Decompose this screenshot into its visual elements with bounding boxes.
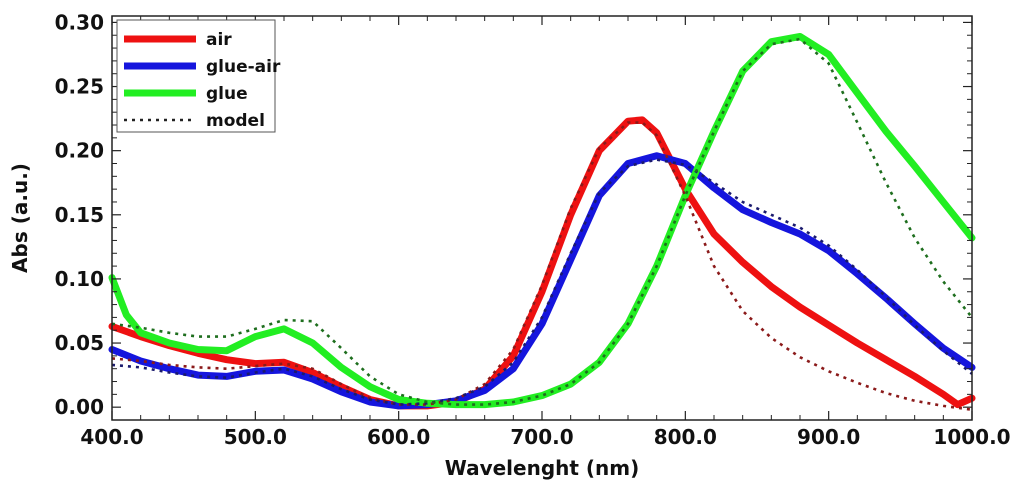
plot-lines [108, 33, 976, 411]
y-axis-ticks: 0.00 0.05 0.10 0.15 0.20 0.25 0.30 [55, 10, 972, 419]
series-line-air [108, 116, 976, 410]
x-tick-label: 600.0 [367, 425, 430, 449]
legend-label-model: model [206, 111, 265, 131]
x-tick-label: 400.0 [80, 425, 143, 449]
x-tick-label: 700.0 [510, 425, 573, 449]
legend-label-air: air [206, 30, 232, 50]
y-tick-label: 0.25 [55, 75, 104, 99]
series-line-air-model [111, 121, 973, 411]
y-tick-label: 0.10 [55, 267, 104, 291]
x-tick-label: 500.0 [224, 425, 287, 449]
legend-label-glue-air: glue-air [206, 57, 281, 77]
legend: air glue-air glue model [116, 19, 281, 133]
x-axis-label: Wavelenght (nm) [445, 456, 640, 480]
x-tick-label: 800.0 [654, 425, 717, 449]
y-tick-label: 0.20 [55, 139, 104, 163]
x-tick-label: 1000.0 [933, 425, 1010, 449]
y-axis-label: Abs (a.u.) [8, 163, 32, 273]
legend-label-glue: glue [206, 84, 248, 104]
y-tick-label: 0.00 [55, 395, 104, 419]
y-tick-label: 0.30 [55, 10, 104, 34]
x-axis-ticks: 400.0 500.0 600.0 700.0 800.0 900.0 1000.0 [80, 16, 1011, 449]
series-line-glue-air-model [111, 158, 973, 406]
y-tick-label: 0.05 [55, 331, 104, 355]
y-tick-label: 0.15 [55, 203, 104, 227]
series-line-glue-model [111, 37, 974, 406]
x-tick-label: 900.0 [797, 425, 860, 449]
